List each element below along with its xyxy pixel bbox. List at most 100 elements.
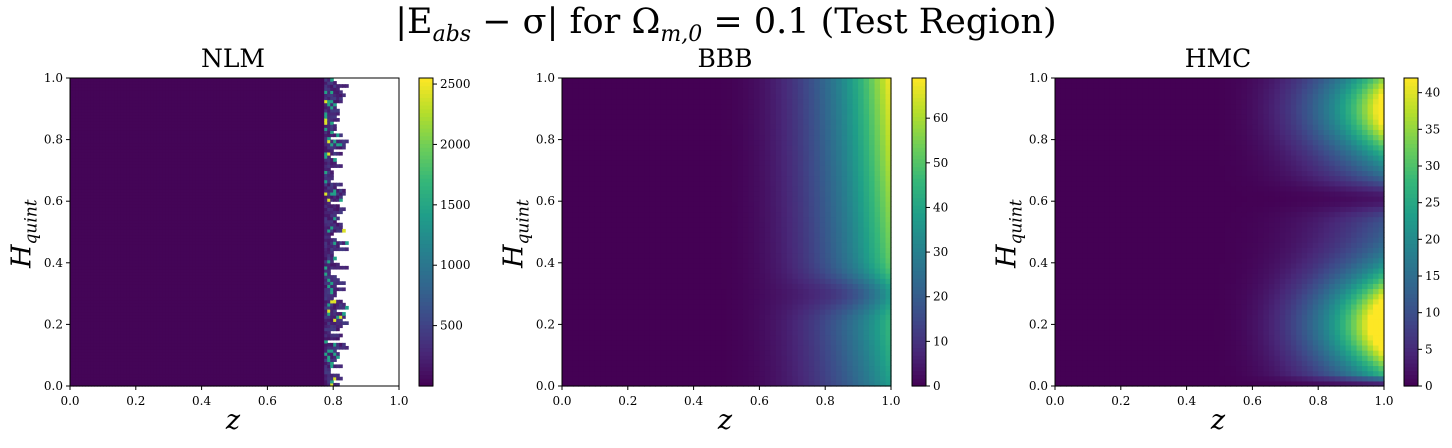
- heatmap-cell-nlm: [132, 299, 137, 304]
- heatmap-cell-nlm: [75, 259, 80, 264]
- heatmap-cell-nlm: [132, 136, 137, 141]
- heatmap-cell-nlm: [162, 244, 167, 248]
- heatmap-cell-nlm: [84, 318, 89, 322]
- heatmap-cell-nlm: [120, 228, 125, 233]
- heatmap-cell-nlm: [141, 309, 146, 313]
- heatmap-cell-nlm: [141, 244, 146, 248]
- heatmap-cell-nlm: [114, 324, 119, 329]
- heatmap-cell-nlm: [168, 151, 173, 156]
- heatmap-cell-nlm: [168, 191, 173, 196]
- heatmap-cell-nlm: [70, 167, 74, 171]
- heatmap-cell-nlm: [144, 164, 149, 168]
- heatmap-cell-nlm: [156, 219, 161, 224]
- heatmap-cell-nlm: [114, 342, 119, 347]
- heatmap-cell-nlm: [153, 102, 158, 107]
- heatmap-cell-nlm: [96, 275, 101, 279]
- heatmap-cell-nlm: [93, 247, 98, 252]
- heatmap-cell-nlm: [72, 210, 77, 215]
- heatmap-cell-nlm: [171, 124, 176, 128]
- heatmap-cell-nlm: [72, 315, 77, 319]
- heatmap-cell-nlm: [165, 376, 170, 381]
- heatmap-cell-nlm: [138, 370, 143, 375]
- heatmap-cell-nlm: [162, 342, 167, 347]
- heatmap-cell-nlm: [174, 256, 179, 261]
- heatmap-cell-nlm: [171, 250, 176, 255]
- heatmap-cell-nlm: [90, 213, 95, 218]
- heatmap-cell-nlm: [90, 379, 95, 384]
- heatmap-cell-nlm: [150, 102, 155, 107]
- heatmap-cell-nlm: [132, 379, 137, 384]
- heatmap-cell-nlm: [186, 228, 191, 233]
- heatmap-cell-nlm: [114, 244, 119, 248]
- heatmap-cell-nlm: [171, 188, 176, 193]
- heatmap-cell-nlm: [150, 324, 155, 329]
- heatmap-cell-nlm: [99, 250, 104, 255]
- heatmap-cell-nlm: [75, 370, 80, 375]
- heatmap-cell-nlm: [84, 158, 89, 162]
- heatmap-cell-nlm: [108, 210, 113, 215]
- heatmap-cell-nlm: [162, 170, 167, 175]
- heatmap-cell-nlm: [78, 379, 83, 384]
- heatmap-cell-nlm: [156, 290, 161, 295]
- heatmap-cell-nlm: [138, 327, 143, 332]
- heatmap-cell-nlm: [87, 321, 92, 325]
- heatmap-cell-nlm: [165, 284, 170, 289]
- heatmap-cell-nlm: [120, 204, 125, 208]
- heatmap-cell-nlm: [138, 155, 143, 159]
- heatmap-cell-nlm: [153, 93, 158, 98]
- heatmap-cell-nlm: [81, 93, 86, 98]
- heatmap-cell-nlm: [189, 235, 194, 239]
- heatmap-cell-nlm: [123, 312, 128, 316]
- heatmap-cell-nlm: [123, 367, 128, 372]
- heatmap-cell-nlm: [180, 142, 185, 147]
- heatmap-cell-nlm: [120, 133, 125, 138]
- heatmap-cell-nlm: [144, 259, 149, 264]
- heatmap-cell-nlm: [111, 96, 116, 101]
- heatmap-cell-nlm: [87, 333, 92, 338]
- heatmap-cell-nlm: [72, 173, 77, 178]
- heatmap-cell-nlm: [153, 262, 158, 267]
- heatmap-cell-nlm: [108, 195, 113, 199]
- heatmap-cell-nlm: [75, 299, 80, 304]
- heatmap-cell-nlm: [126, 296, 131, 301]
- heatmap-cell-nlm: [165, 238, 170, 242]
- heatmap-cell-nlm: [165, 382, 170, 387]
- heatmap-cell-nlm: [141, 275, 146, 279]
- heatmap-cell-nlm: [75, 167, 80, 171]
- heatmap-cell-nlm: [93, 355, 98, 359]
- heatmap-cell-nlm: [78, 182, 83, 187]
- heatmap-cell-nlm: [186, 278, 191, 282]
- heatmap-cell-nlm: [180, 281, 185, 285]
- heatmap-cell-nlm: [111, 330, 116, 335]
- heatmap-cell-nlm: [75, 78, 80, 82]
- heatmap-cell-nlm: [96, 352, 101, 356]
- heatmap-cell-nlm: [87, 370, 92, 375]
- heatmap-cell-nlm: [135, 235, 140, 239]
- heatmap-cell-nlm: [114, 225, 119, 230]
- heatmap-cell-nlm: [138, 367, 143, 372]
- heatmap-cell-nlm: [156, 287, 161, 292]
- heatmap-cell-nlm: [90, 256, 95, 261]
- heatmap-cell-nlm: [162, 145, 167, 150]
- heatmap-cell-nlm: [132, 315, 137, 319]
- heatmap-cell-nlm: [186, 93, 191, 98]
- heatmap-cell-nlm: [117, 358, 122, 362]
- heatmap-cell-nlm: [114, 155, 119, 159]
- heatmap-cell-nlm: [99, 238, 104, 242]
- heatmap-cell-nlm: [108, 179, 113, 184]
- heatmap-cell-nlm: [156, 364, 161, 369]
- heatmap-cell-nlm: [117, 179, 122, 184]
- heatmap-cell-nlm: [153, 145, 158, 150]
- heatmap-cell-nlm: [177, 293, 182, 298]
- heatmap-cell-nlm: [114, 161, 119, 165]
- heatmap-cell-nlm: [135, 324, 140, 329]
- heatmap-cell-nlm: [153, 182, 158, 187]
- heatmap-cell-nlm: [72, 219, 77, 224]
- heatmap-cell-nlm: [147, 382, 152, 387]
- heatmap-cell-nlm: [174, 284, 179, 289]
- heatmap-cell-nlm: [150, 256, 155, 261]
- heatmap-cell-nlm: [102, 364, 107, 369]
- heatmap-cell-nlm: [153, 333, 158, 338]
- heatmap-cell-nlm: [135, 222, 140, 227]
- heatmap-cell-nlm: [102, 195, 107, 199]
